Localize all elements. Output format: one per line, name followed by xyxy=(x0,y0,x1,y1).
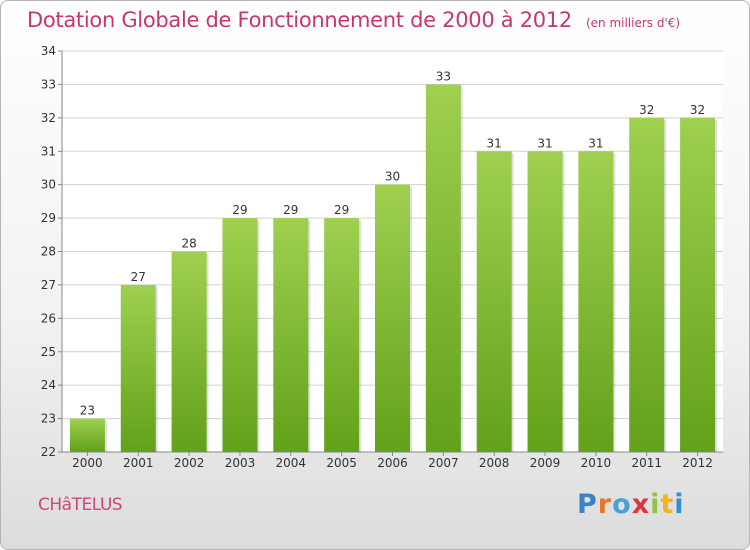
y-tick-label: 30 xyxy=(41,178,56,192)
logo-letter-r: r xyxy=(597,489,613,520)
bar xyxy=(324,218,360,452)
x-tick-label: 2001 xyxy=(123,456,154,470)
y-tick-label: 32 xyxy=(41,111,56,125)
bar-value-label: 31 xyxy=(487,136,502,150)
bar-value-label: 31 xyxy=(588,136,603,150)
bar-value-label: 31 xyxy=(537,136,552,150)
logo-letter-p: P xyxy=(577,489,598,520)
bar-value-label: 27 xyxy=(131,270,146,284)
proxiti-logo: Proxiti xyxy=(577,489,685,520)
y-tick-label: 27 xyxy=(41,278,56,292)
logo-letter-o: o xyxy=(612,489,632,520)
bar xyxy=(476,151,512,452)
x-tick-label: 2004 xyxy=(276,456,307,470)
x-tick-label: 2008 xyxy=(479,456,510,470)
bar-value-label: 32 xyxy=(690,103,705,117)
y-tick-label: 24 xyxy=(41,378,56,392)
bar xyxy=(69,418,105,452)
bar-value-label: 29 xyxy=(334,203,349,217)
x-tick-label: 2010 xyxy=(581,456,612,470)
bar xyxy=(120,284,156,452)
logo-letter-i: i xyxy=(650,489,661,520)
x-tick-label: 2011 xyxy=(631,456,662,470)
bar-value-label: 23 xyxy=(80,404,95,418)
y-tick-label: 23 xyxy=(41,412,56,426)
bar xyxy=(680,117,716,452)
chart-title: Dotation Globale de Fonctionnement de 20… xyxy=(27,8,572,32)
y-tick-label: 25 xyxy=(41,345,56,359)
commune-name: CHâTELUS xyxy=(38,495,123,515)
y-tick-label: 31 xyxy=(41,144,56,158)
y-tick-label: 33 xyxy=(41,77,56,91)
bar xyxy=(171,251,207,452)
x-tick-label: 2002 xyxy=(174,456,205,470)
bar-value-label: 28 xyxy=(181,237,196,251)
chart-unit: (en milliers d'€) xyxy=(585,16,681,30)
x-tick-label: 2000 xyxy=(72,456,103,470)
x-tick-label: 2012 xyxy=(682,456,713,470)
chart-title-block: Dotation Globale de Fonctionnement de 20… xyxy=(27,8,680,32)
bar-value-label: 32 xyxy=(639,103,654,117)
bar-value-label: 33 xyxy=(436,69,451,83)
x-tick-label: 2009 xyxy=(530,456,561,470)
x-tick-label: 2003 xyxy=(225,456,256,470)
y-tick-label: 28 xyxy=(41,245,56,259)
logo-letter-x: x xyxy=(631,489,651,520)
bar-value-label: 29 xyxy=(232,203,247,217)
logo-letter-t: t xyxy=(660,489,675,520)
bar xyxy=(273,218,309,452)
bar xyxy=(527,151,563,452)
y-tick-label: 22 xyxy=(41,445,56,459)
y-tick-label: 34 xyxy=(41,44,56,58)
bar-value-label: 30 xyxy=(385,170,400,184)
bar xyxy=(222,218,258,452)
bar xyxy=(629,117,665,452)
logo-letter-i2: i xyxy=(674,489,685,520)
x-tick-label: 2007 xyxy=(428,456,459,470)
y-tick-label: 26 xyxy=(41,311,56,325)
x-tick-label: 2005 xyxy=(326,456,357,470)
bar xyxy=(425,84,461,453)
bar xyxy=(375,184,410,452)
bar xyxy=(578,151,614,452)
x-tick-label: 2006 xyxy=(377,456,408,470)
y-tick-label: 29 xyxy=(41,211,56,225)
bar-value-label: 29 xyxy=(283,203,298,217)
